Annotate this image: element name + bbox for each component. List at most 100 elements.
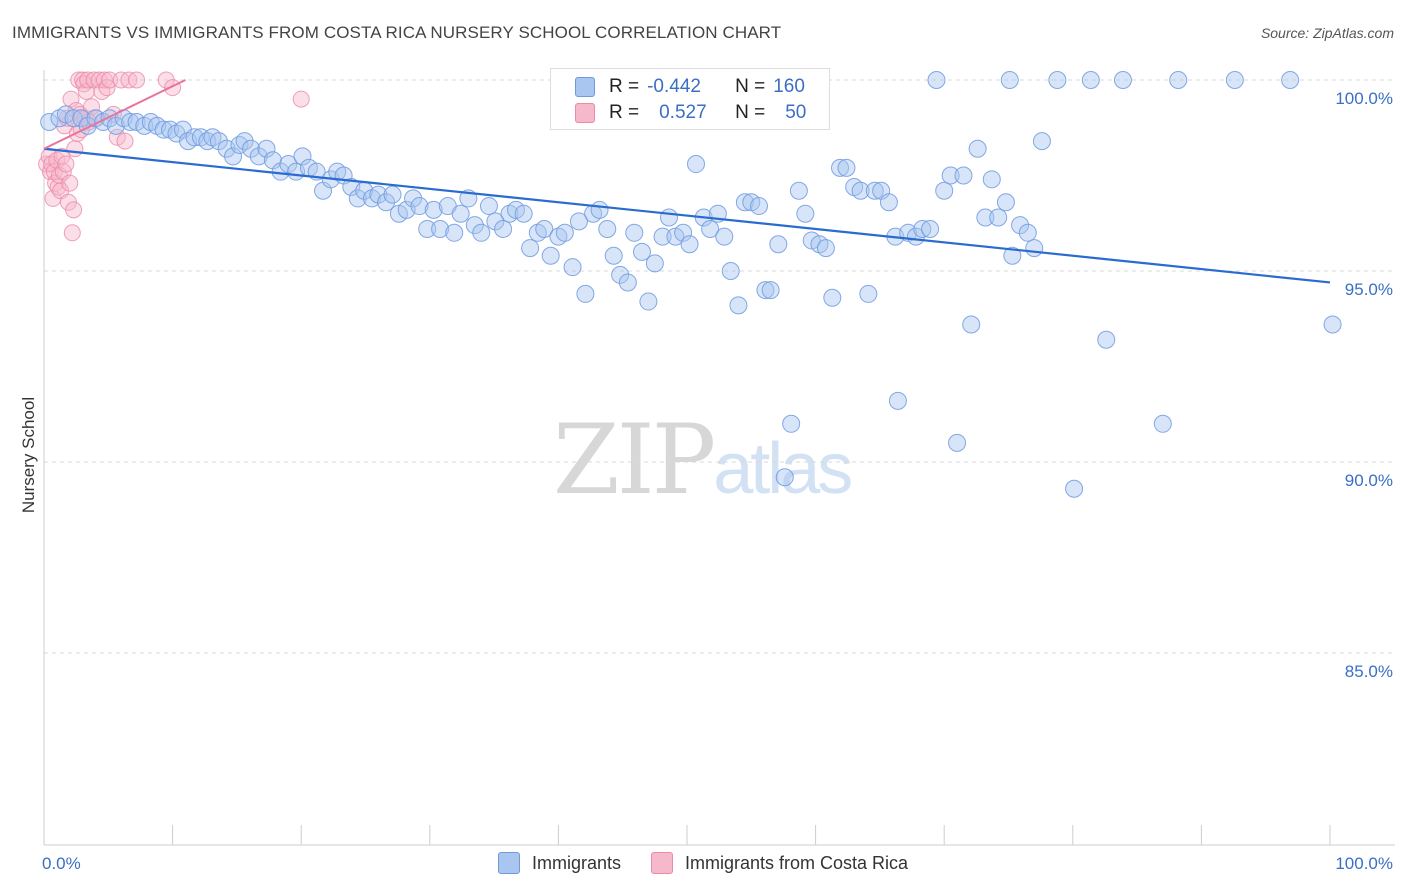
legend-item-costa-rica: Immigrants from Costa Rica [650,852,909,874]
data-point-immigrants [1000,71,1019,89]
data-point-immigrants [701,219,720,238]
data-point-immigrants [750,197,769,216]
data-point-immigrants [837,158,856,177]
data-point-immigrants [782,414,801,433]
data-point-costa-rica [116,132,134,150]
data-point-costa-rica [53,147,71,165]
data-point-immigrants [121,113,140,132]
data-point-immigrants [249,147,268,166]
chart-title: IMMIGRANTS VS IMMIGRANTS FROM COSTA RICA… [12,23,782,42]
data-point-immigrants [1225,71,1244,89]
data-point-immigrants [224,147,243,166]
data-point-immigrants [404,189,423,208]
data-point-immigrants [451,204,470,223]
data-point-costa-rica [292,90,310,108]
data-point-costa-rica [66,140,84,158]
legend-r-value: -0.442 [647,76,701,97]
data-point-immigrants [639,292,658,311]
y-axis-title: Nursery School [19,397,38,513]
data-point-costa-rica [108,128,126,146]
y-tick-label: 90.0% [1345,471,1393,490]
data-point-immigrants [715,227,734,246]
data-point-immigrants [1153,414,1172,433]
legend-n-value: 50 [785,102,807,123]
data-point-immigrants [659,208,678,227]
data-point-immigrants [913,219,932,238]
data-point-immigrants [816,239,835,258]
legend-swatch-costa-rica [575,103,595,123]
data-point-immigrants [618,273,637,292]
trend-line-costa-rica [43,79,186,150]
data-point-immigrants [968,139,987,158]
data-point-immigrants [680,235,699,254]
data-point-immigrants [982,170,1001,189]
legend-n-value: 160 [773,76,805,97]
data-point-immigrants [514,204,533,223]
y-tick-label: 100.0% [1335,89,1393,108]
data-point-immigrants [598,219,617,238]
data-point-immigrants [921,219,940,238]
data-point-immigrants [590,200,609,219]
data-point-immigrants [107,116,126,135]
data-point-costa-rica [65,201,83,219]
data-point-immigrants [756,281,775,300]
data-point-immigrants [1011,216,1030,235]
trend-lines [43,79,1331,284]
data-point-immigrants [859,284,878,303]
data-point-immigrants [996,193,1015,212]
data-point-costa-rica [79,71,97,89]
legend-item-immigrants: Immigrants [497,852,621,874]
data-point-immigrants [1048,71,1067,89]
legend-label-costa-rica: Immigrants from Costa Rica [684,852,909,873]
stats-legend: R = -0.442 N = 160 R = 0.527 N = 50 [550,68,830,130]
series-immigrants-points [40,71,1342,498]
legend-r-label: R = [609,102,640,123]
data-point-immigrants [563,258,582,277]
data-point-immigrants [941,166,960,185]
data-point-immigrants [1097,330,1116,349]
data-point-immigrants [769,235,788,254]
data-point-immigrants [431,219,450,238]
data-point-immigrants [521,239,540,258]
data-point-immigrants [1025,239,1044,258]
data-point-costa-rica [57,155,75,173]
data-point-immigrants [687,155,706,174]
data-point-immigrants [1323,315,1342,334]
data-point-immigrants [935,181,954,200]
data-point-costa-rica [61,174,79,192]
data-point-immigrants [831,158,850,177]
data-point-immigrants [257,139,276,158]
data-point-immigrants [541,246,560,265]
x-tick-label: 100.0% [1335,854,1393,873]
legend-n-label: N = [735,76,766,97]
data-point-immigrants [293,147,312,166]
watermark: ZIPatlas [553,404,853,516]
data-point-costa-rica [128,71,146,89]
data-point-immigrants [976,208,995,227]
axes [43,70,1395,846]
data-point-immigrants [962,315,981,334]
grid-lines [44,79,1395,654]
data-point-immigrants [761,281,780,300]
data-point-immigrants [632,242,651,261]
data-point-immigrants [879,193,898,212]
data-point-immigrants [235,132,254,151]
data-point-immigrants [410,197,429,216]
data-point-immigrants [796,204,815,223]
data-point-immigrants [789,181,808,200]
data-point-immigrants [954,166,973,185]
data-point-immigrants [888,391,907,410]
data-point-immigrants [494,219,513,238]
legend-swatch-immigrants [497,852,520,874]
watermark-zip: ZIP [553,404,716,516]
data-point-immigrants [729,296,748,315]
data-point-immigrants [486,212,505,231]
data-point-immigrants [279,155,298,174]
data-point-immigrants [1032,132,1051,151]
data-point-immigrants [735,193,754,212]
data-point-costa-rica [164,79,182,97]
data-point-immigrants [40,113,59,132]
data-point-immigrants [823,288,842,307]
data-point-immigrants [989,208,1008,227]
